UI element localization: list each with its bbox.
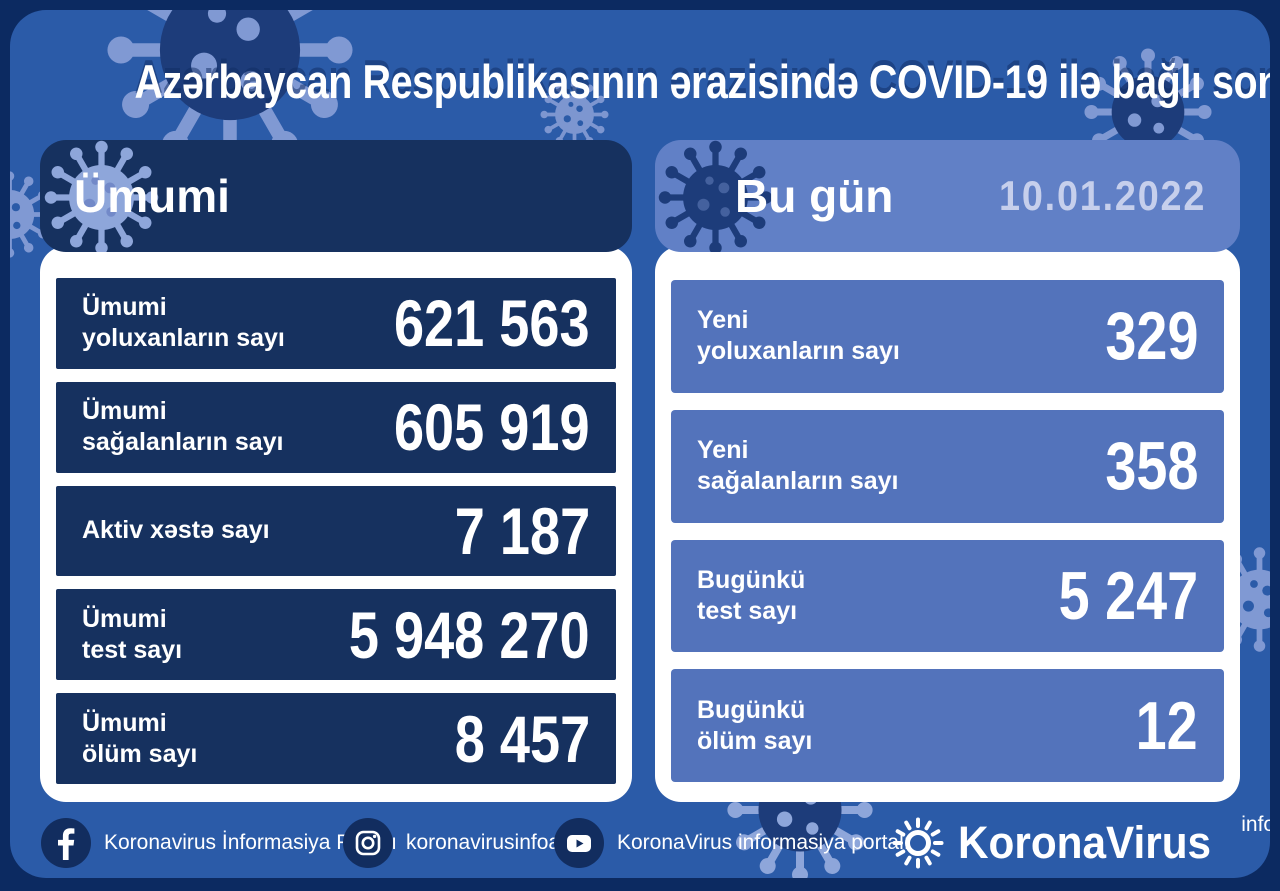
infographic-canvas: Azərbaycan Respublikasının ərazisində CO… [10,10,1270,878]
stat-label: Ümumi ölüm sayı [82,708,198,768]
stat-row-active-cases: Aktiv xəstə sayı 7 187 [56,485,616,577]
youtube-icon [554,818,604,868]
footer: Koronavirus İnformasiya Portalı koronavi… [10,810,1270,876]
stat-row-total-recovered: Ümumi sağalanların sayı 605 919 [56,381,616,473]
report-date: 10.01.2022 [976,172,1206,220]
stat-value: 8 457 [454,701,590,776]
instagram-icon [343,818,393,868]
facebook-link[interactable]: Koronavirus İnformasiya Portalı [41,818,397,868]
today-header: Bu gün 10.01.2022 [655,140,1240,252]
stat-value: 329 [1104,298,1198,375]
stat-label: Ümumi sağalanların sayı [82,397,284,457]
stat-value: 5 247 [1058,557,1198,634]
stat-row-total-tests: Ümumi test sayı 5 948 270 [56,589,616,681]
stat-label: Ümumi test sayı [82,604,183,664]
stat-label: Bugünkü test sayı [697,565,806,625]
stat-value: 605 919 [394,390,590,465]
youtube-link[interactable]: KoronaVirus informasiya portalı [554,818,910,868]
page-title: Azərbaycan Respublikasının ərazisində CO… [10,54,1270,109]
stat-value: 358 [1104,428,1198,505]
stat-row-today-deaths: Bugünkü ölüm sayı 12 [671,669,1224,782]
virus-sun-icon [892,817,944,869]
totals-header: Ümumi [40,140,632,252]
totals-panel: Ümumi yoluxanların sayı 621 563 Ümumi sağa… [40,246,632,802]
stat-value: 12 [1135,687,1198,764]
youtube-label: KoronaVirus informasiya portalı [617,831,910,854]
totals-header-label: Ümumi [74,170,230,222]
stat-label: Yeni yoluxanların sayı [697,306,900,366]
logo-suffix: info [1241,813,1270,836]
today-header-label: Bu gün [735,170,894,222]
facebook-label: Koronavirus İnformasiya Portalı [104,831,397,854]
stat-value: 621 563 [394,286,590,361]
facebook-icon [41,818,91,868]
logo-text: KoronaVirus [958,817,1212,868]
report-date-text: 10.01.2022 [998,172,1206,219]
stat-row-new-infected: Yeni yoluxanların sayı 329 [671,280,1224,393]
stat-value: 5 948 270 [349,597,590,672]
stat-value: 7 187 [454,493,590,568]
instagram-link[interactable]: koronavirusinfoaz [343,818,571,868]
stat-row-total-infected: Ümumi yoluxanların sayı 621 563 [56,278,616,369]
stat-label: Aktiv xəstə sayı [82,516,270,545]
stat-label: Bugünkü ölüm sayı [697,695,813,755]
today-panel: Yeni yoluxanların sayı 329 Yeni sağalanlar… [655,246,1240,802]
stat-label: Ümumi yoluxanların sayı [82,293,285,353]
stat-label: Yeni sağalanların sayı [697,436,899,496]
page-title-text: Azərbaycan Respublikasının ərazisində CO… [134,55,1270,108]
koronavirus-logo: KoronaVirus info [890,813,1270,871]
stat-row-total-deaths: Ümumi ölüm sayı 8 457 [56,693,616,784]
stat-row-today-tests: Bugünkü test sayı 5 247 [671,539,1224,653]
stat-row-new-recovered: Yeni sağalanların sayı 358 [671,409,1224,523]
instagram-label: koronavirusinfoaz [406,831,571,854]
